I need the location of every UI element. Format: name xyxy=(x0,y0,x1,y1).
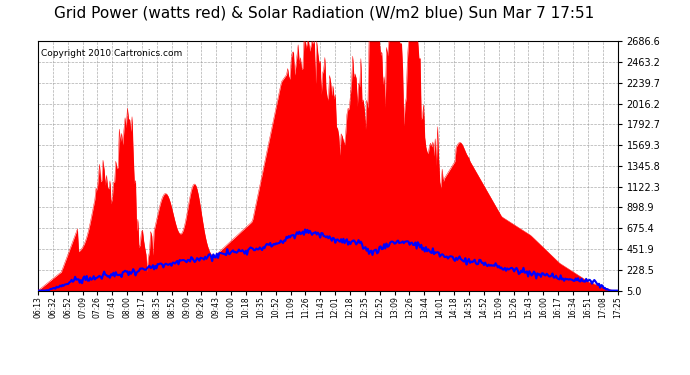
Text: Grid Power (watts red) & Solar Radiation (W/m2 blue) Sun Mar 7 17:51: Grid Power (watts red) & Solar Radiation… xyxy=(55,6,594,21)
Text: Copyright 2010 Cartronics.com: Copyright 2010 Cartronics.com xyxy=(41,49,182,58)
